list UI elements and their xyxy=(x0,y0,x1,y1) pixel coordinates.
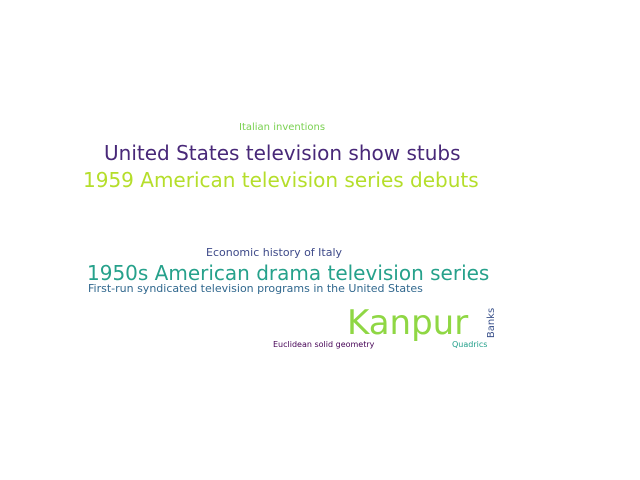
word-euclidean-geometry: Euclidean solid geometry xyxy=(273,340,375,349)
word-banks-container: Banks xyxy=(485,306,499,340)
word-banks: Banks xyxy=(486,307,497,339)
word-kanpur: Kanpur xyxy=(347,303,469,343)
word-economic-history: Economic history of Italy xyxy=(206,246,343,259)
word-italian-inventions: Italian inventions xyxy=(239,122,326,133)
word-us-tv-show-stubs: United States television show stubs xyxy=(104,141,461,165)
word-first-run-syndicated: First-run syndicated television programs… xyxy=(88,282,423,295)
word-1950s-drama-series: 1950s American drama television series xyxy=(87,261,490,285)
word-quadrics: Quadrics xyxy=(452,340,488,349)
word-1959-tv-debuts: 1959 American television series debuts xyxy=(83,168,479,192)
